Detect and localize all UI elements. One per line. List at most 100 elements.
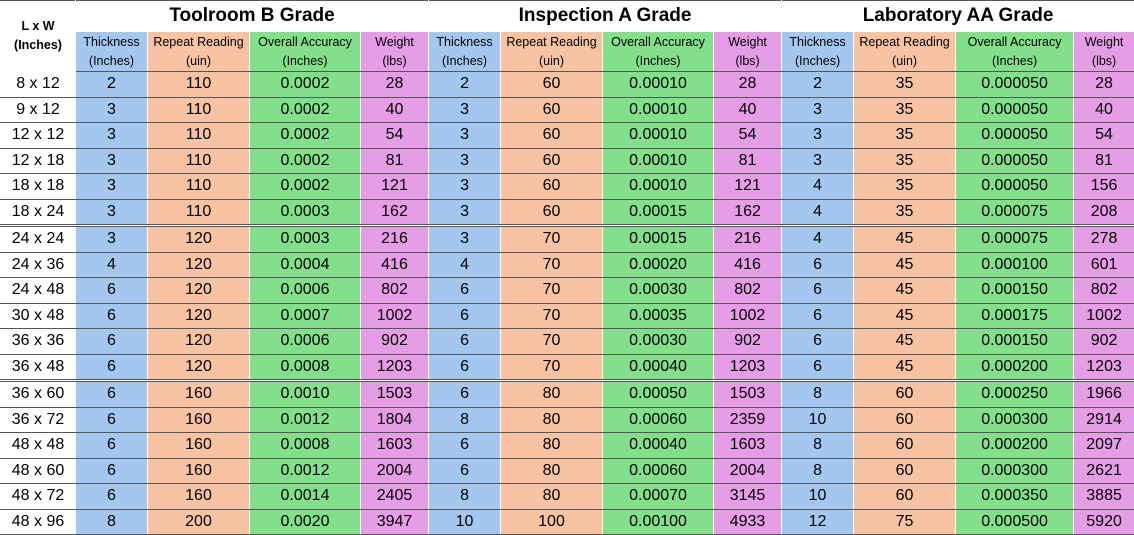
weight-cell: 1603 (359, 432, 430, 459)
column-header-weight-line1: Weight (728, 34, 767, 49)
repeat-reading-cell: 45 (853, 353, 957, 381)
column-header-thickness-line1: Thickness (789, 34, 846, 49)
overall-accuracy-cell: 0.0010 (249, 379, 361, 408)
repeat-reading-cell: 60 (853, 406, 957, 433)
overall-accuracy-cell: 0.0002 (249, 96, 361, 123)
thickness-cell: 6 (75, 432, 148, 459)
repeat-reading-cell: 120 (147, 302, 250, 329)
overall-accuracy-cell: 0.000150 (955, 277, 1075, 304)
repeat-reading-cell: 200 (147, 508, 250, 535)
column-header-overall-accuracy: Overall Accuracy (Inches) (602, 31, 715, 72)
thickness-cell: 6 (428, 432, 502, 459)
repeat-reading-cell: 60 (853, 379, 957, 408)
overall-accuracy-cell: 0.000050 (955, 173, 1075, 200)
overall-accuracy-cell: 0.000100 (955, 251, 1075, 278)
thickness-cell: 6 (75, 379, 148, 408)
weight-cell: 1503 (359, 379, 430, 408)
overall-accuracy-cell: 0.000075 (955, 224, 1075, 253)
repeat-reading-cell: 80 (500, 379, 604, 408)
repeat-reading-cell: 60 (500, 173, 604, 200)
overall-accuracy-cell: 0.0003 (249, 224, 361, 253)
weight-cell: 2621 (1073, 457, 1134, 484)
repeat-reading-cell: 70 (500, 353, 604, 381)
table-header: L x W (Inches) Toolroom B Grade Inspecti… (0, 0, 1134, 72)
size-cell: 24 x 48 (0, 277, 76, 304)
thickness-cell: 2 (428, 71, 502, 98)
thickness-cell: 6 (75, 353, 148, 381)
overall-accuracy-cell: 0.0012 (249, 457, 361, 484)
size-cell: 48 x 60 (0, 457, 76, 484)
thickness-cell: 6 (781, 302, 855, 329)
column-header-thickness-line2: (Inches) (88, 53, 135, 68)
weight-cell: 208 (1073, 198, 1134, 226)
size-cell: 36 x 48 (0, 353, 76, 381)
thickness-cell: 3 (75, 96, 148, 123)
thickness-cell: 4 (428, 251, 502, 278)
weight-cell: 28 (1073, 71, 1134, 98)
weight-cell: 802 (359, 277, 430, 304)
weight-cell: 3145 (713, 483, 783, 510)
weight-cell: 802 (1073, 277, 1134, 304)
thickness-cell: 3 (75, 147, 148, 174)
table-row: 30 x 48 6 120 0.0007 1002 6 70 0.00035 1002 6 45 0.… (0, 302, 1134, 329)
weight-cell: 3947 (359, 508, 430, 535)
weight-cell: 40 (713, 96, 783, 123)
table-row: 24 x 24 3 120 0.0003 216 3 70 0.00015 216 4 45 0.00… (0, 224, 1134, 253)
size-cell: 30 x 48 (0, 302, 76, 329)
repeat-reading-cell: 160 (147, 483, 250, 510)
weight-cell: 162 (359, 198, 430, 226)
repeat-reading-cell: 45 (853, 251, 957, 278)
thickness-cell: 10 (781, 406, 855, 433)
overall-accuracy-cell: 0.000150 (955, 328, 1075, 355)
thickness-cell: 2 (781, 71, 855, 98)
overall-accuracy-cell: 0.00030 (602, 328, 715, 355)
overall-accuracy-cell: 0.0008 (249, 353, 361, 381)
weight-cell: 416 (359, 251, 430, 278)
weight-cell: 121 (359, 173, 430, 200)
overall-accuracy-cell: 0.0007 (249, 302, 361, 329)
column-header-repeat-reading-line1: Repeat Reading (859, 34, 950, 49)
size-cell: 12 x 18 (0, 147, 76, 174)
thickness-cell: 4 (781, 173, 855, 200)
size-cell: 48 x 72 (0, 483, 76, 510)
column-header-repeat-reading: Repeat Reading (uin) (853, 31, 957, 72)
thickness-cell: 4 (781, 224, 855, 253)
weight-cell: 4933 (713, 508, 783, 535)
overall-accuracy-cell: 0.00060 (602, 457, 715, 484)
group-title-toolroom: Toolroom B Grade (74, 0, 430, 32)
weight-cell: 902 (713, 328, 783, 355)
column-header-overall-accuracy-line2: (Inches) (991, 53, 1038, 68)
overall-accuracy-cell: 0.000050 (955, 147, 1075, 174)
repeat-reading-cell: 45 (853, 224, 957, 253)
table-row: 12 x 12 3 110 0.0002 54 3 60 0.00010 54 3 35 0.0000… (0, 122, 1134, 149)
weight-cell: 28 (713, 71, 783, 98)
size-cell: 24 x 36 (0, 251, 76, 278)
weight-cell: 40 (1073, 96, 1134, 123)
size-cell: 18 x 24 (0, 198, 76, 226)
column-header-overall-accuracy: Overall Accuracy (Inches) (955, 31, 1075, 72)
table-row: 48 x 96 8 200 0.0020 3947 10 100 0.00100 4933 12 7… (0, 508, 1134, 535)
repeat-reading-cell: 110 (147, 96, 250, 123)
thickness-cell: 8 (781, 432, 855, 459)
thickness-cell: 6 (75, 483, 148, 510)
weight-cell: 28 (359, 71, 430, 98)
thickness-cell: 3 (781, 147, 855, 174)
size-cell: 36 x 60 (0, 379, 76, 408)
overall-accuracy-cell: 0.00015 (602, 198, 715, 226)
overall-accuracy-cell: 0.00070 (602, 483, 715, 510)
table-row: 36 x 48 6 120 0.0008 1203 6 70 0.00040 1203 6 45 0.… (0, 353, 1134, 381)
repeat-reading-cell: 80 (500, 483, 604, 510)
weight-cell: 1203 (1073, 353, 1134, 381)
column-header-thickness-line2: (Inches) (794, 53, 841, 68)
column-header-weight-line2: (lbs) (735, 53, 760, 68)
thickness-cell: 8 (428, 406, 502, 433)
overall-accuracy-cell: 0.000500 (955, 508, 1075, 535)
thickness-cell: 6 (428, 328, 502, 355)
repeat-reading-cell: 120 (147, 353, 250, 381)
column-header-repeat-reading-line2: (uin) (185, 53, 211, 68)
overall-accuracy-cell: 0.0003 (249, 198, 361, 226)
overall-accuracy-cell: 0.00060 (602, 406, 715, 433)
size-cell: 36 x 72 (0, 406, 76, 433)
repeat-reading-cell: 60 (500, 71, 604, 98)
thickness-cell: 8 (781, 379, 855, 408)
